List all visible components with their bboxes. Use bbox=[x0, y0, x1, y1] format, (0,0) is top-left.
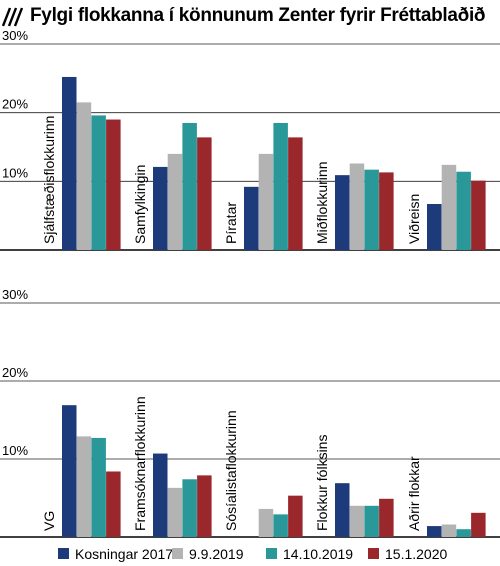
category-label-1-2: Sósíalistaflokkurinn bbox=[223, 410, 239, 531]
bar-1-2-1 bbox=[258, 508, 274, 537]
bar-1-0-2 bbox=[91, 437, 106, 537]
bar-0-3-0 bbox=[335, 175, 350, 250]
y-tick-label-0-0: 10% bbox=[2, 165, 28, 180]
bar-1-0-1 bbox=[76, 436, 92, 537]
bar-0-0-1 bbox=[76, 102, 92, 250]
title-bar: Fylgi flokkanna í könnunum Zenter fyrir … bbox=[0, 0, 500, 36]
legend-item: 9.9.2019 bbox=[172, 545, 244, 562]
legend-swatch bbox=[172, 548, 183, 560]
category-label-0-3: Miðflokkurinn bbox=[314, 162, 330, 244]
bar-1-4-3 bbox=[471, 512, 486, 537]
bar-1-2-2 bbox=[273, 514, 288, 537]
bar-0-1-3 bbox=[197, 137, 212, 250]
bar-1-2-3 bbox=[288, 495, 303, 537]
chart-area: 10% 20% 30% Sjálfstæðisflokkurinn Samfylking… bbox=[0, 28, 500, 538]
category-label-0-4: Viðreisn bbox=[406, 194, 422, 244]
y-tick-label-1-0: 10% bbox=[2, 443, 28, 458]
legend-swatch bbox=[58, 548, 69, 560]
category-label-0-2: Píratar bbox=[223, 202, 239, 244]
legend-item: Kosningar 2017 bbox=[58, 545, 174, 562]
bar-1-3-1 bbox=[349, 505, 365, 537]
category-label-1-3: Flokkur fólksins bbox=[314, 435, 330, 531]
bar-1-4-0 bbox=[427, 526, 442, 537]
bar-0-2-3 bbox=[288, 137, 303, 250]
legend-item: 15.1.2020 bbox=[368, 545, 448, 562]
bar-1-3-3 bbox=[379, 498, 394, 537]
bar-1-0-0 bbox=[62, 405, 77, 537]
category-label-0-1: Samfylkingin bbox=[132, 165, 148, 244]
bar-1-1-1 bbox=[167, 487, 183, 537]
bar-0-0-2 bbox=[91, 115, 106, 250]
bar-0-1-2 bbox=[182, 122, 197, 250]
bar-1-4-2 bbox=[456, 529, 471, 537]
legend-label: 14.10.2019 bbox=[283, 545, 354, 562]
chart-title: Fylgi flokkanna í könnunum Zenter fyrir … bbox=[30, 5, 486, 26]
bar-1-1-0 bbox=[153, 453, 168, 537]
bar-0-0-0 bbox=[62, 76, 77, 251]
bar-0-2-0 bbox=[244, 186, 259, 250]
bar-0-1-0 bbox=[153, 166, 168, 250]
bar-1-0-3 bbox=[106, 471, 121, 537]
bar-0-3-1 bbox=[349, 163, 365, 250]
bar-1-1-2 bbox=[182, 479, 197, 537]
y-tick-label-0-1: 20% bbox=[2, 97, 28, 112]
bar-0-3-2 bbox=[364, 169, 379, 250]
y-tick-label-0-2: 30% bbox=[2, 28, 28, 43]
legend: Kosningar 2017 9.9.2019 14.10.2019 15.1.202… bbox=[0, 542, 500, 562]
hatch-icon bbox=[2, 7, 24, 27]
legend-label: 15.1.2020 bbox=[385, 545, 448, 562]
y-tick-label-1-2: 30% bbox=[2, 287, 28, 302]
bar-1-3-2 bbox=[364, 505, 379, 537]
bar-0-2-1 bbox=[258, 153, 274, 250]
legend-swatch bbox=[266, 548, 277, 560]
bar-0-4-3 bbox=[471, 180, 486, 250]
bar-1-4-1 bbox=[441, 524, 457, 537]
bar-0-1-1 bbox=[167, 153, 183, 250]
bar-0-2-2 bbox=[273, 122, 288, 250]
legend-label: Kosningar 2017 bbox=[75, 545, 174, 562]
y-tick-label-1-1: 20% bbox=[2, 365, 28, 380]
legend-item: 14.10.2019 bbox=[266, 545, 354, 562]
bar-1-1-3 bbox=[197, 475, 212, 537]
legend-swatch bbox=[368, 548, 379, 560]
category-label-1-1: Framsóknarflokkurinn bbox=[132, 396, 148, 531]
category-label-1-0: VG bbox=[41, 511, 57, 531]
legend-label: 9.9.2019 bbox=[189, 545, 244, 562]
category-label-0-0: Sjálfstæðisflokkurinn bbox=[41, 116, 57, 244]
bar-0-4-0 bbox=[427, 203, 442, 250]
bar-0-4-1 bbox=[441, 164, 457, 250]
bar-1-3-0 bbox=[335, 483, 350, 537]
bar-0-4-2 bbox=[456, 171, 471, 250]
bar-0-0-3 bbox=[106, 119, 121, 251]
category-label-1-4: Aðrir flokkar bbox=[406, 456, 422, 531]
bar-0-3-3 bbox=[379, 172, 394, 250]
